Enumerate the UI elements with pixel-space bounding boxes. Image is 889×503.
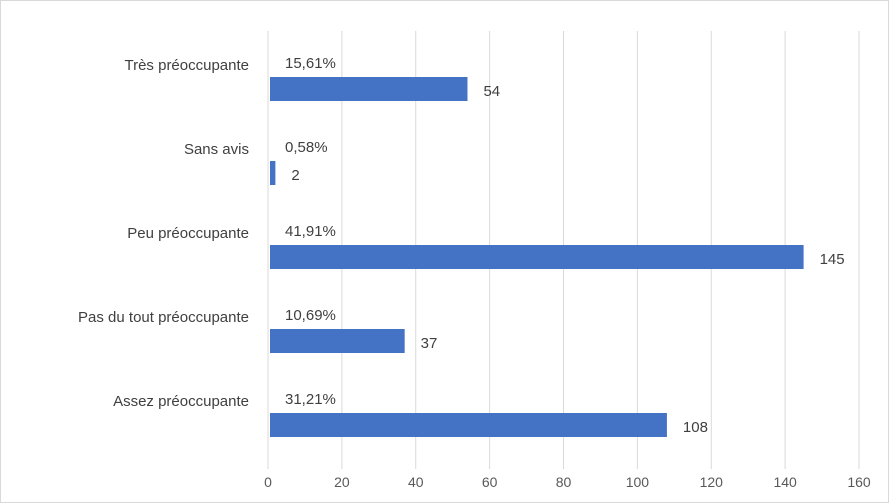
percent-label: 10,69% [285, 307, 336, 324]
value-label: 2 [291, 167, 299, 184]
percent-label: 31,21% [285, 391, 336, 408]
bar [270, 329, 405, 353]
bars [270, 77, 804, 437]
labels: 0 20 40 60 80 100 120 140 160 Très préoccupante 15… [78, 55, 871, 490]
category-label: Sans avis [184, 141, 249, 158]
category-label: Assez préoccupante [113, 393, 249, 410]
x-tick-label: 120 [700, 474, 724, 490]
bar [270, 77, 468, 101]
bar [270, 245, 804, 269]
x-tick-label: 0 [264, 474, 272, 490]
category-label: Pas du tout préoccupante [78, 309, 249, 326]
x-tick-label: 40 [408, 474, 424, 490]
bar [270, 413, 667, 437]
x-tick-label: 160 [847, 474, 871, 490]
x-tick-label: 60 [482, 474, 498, 490]
x-tick-label: 100 [626, 474, 650, 490]
x-tick-label: 140 [773, 474, 797, 490]
bar [270, 161, 276, 185]
x-tick-label: 80 [556, 474, 572, 490]
percent-label: 0,58% [285, 139, 328, 156]
value-label: 54 [483, 83, 500, 100]
value-label: 108 [683, 419, 708, 436]
x-tick-label: 20 [334, 474, 350, 490]
category-label: Très préoccupante [124, 57, 249, 74]
percent-label: 41,91% [285, 223, 336, 240]
value-label: 37 [421, 335, 438, 352]
category-label: Peu préoccupante [127, 225, 249, 242]
value-label: 145 [820, 251, 845, 268]
percent-label: 15,61% [285, 55, 336, 72]
